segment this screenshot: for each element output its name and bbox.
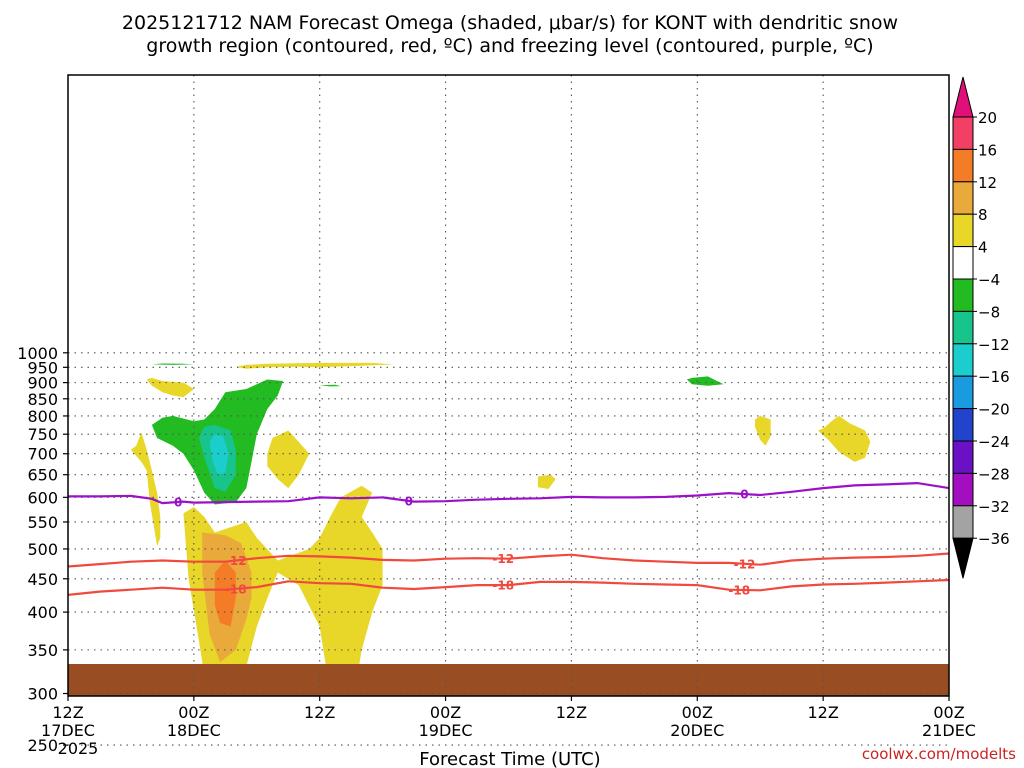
- x-tick-label: 00Z: [933, 703, 964, 722]
- colorbar-swatch: [952, 408, 974, 442]
- x-tick-label: 12Z: [556, 703, 587, 722]
- y-tick-label: 1000: [17, 344, 58, 363]
- y-tick-label: 900: [27, 374, 58, 393]
- y-tick-label: 750: [27, 425, 58, 444]
- colorbar-tick-label: −36: [978, 530, 1010, 548]
- contour-label: 0: [740, 488, 748, 502]
- colorbar-tick-label: 8: [978, 206, 988, 224]
- y-tick-label: 800: [27, 407, 58, 426]
- x-tick-label: 20DEC: [670, 721, 724, 740]
- x-tick-label: 00Z: [682, 703, 713, 722]
- omega-shading: [130, 362, 871, 696]
- temperature-contours: [68, 481, 949, 596]
- credit-text: coolwx.com/modelts: [862, 745, 1016, 763]
- x-axis-label: Forecast Time (UTC): [419, 749, 600, 768]
- contour-label: 0: [405, 494, 413, 508]
- omega-region: [537, 474, 556, 489]
- contour-label: -12: [492, 552, 514, 566]
- colorbar-swatch: [952, 472, 974, 507]
- omega-region: [267, 430, 310, 489]
- x-tick-label: 21DEC: [922, 721, 976, 740]
- chart-title-line-2: growth region (contoured, red, ºC) and f…: [146, 35, 873, 57]
- colorbar-swatch: [952, 310, 974, 345]
- colorbar-tick-label: −8: [978, 303, 1000, 321]
- contour-label: -12: [225, 554, 247, 568]
- colorbar-tick-label: 16: [978, 141, 997, 159]
- y-tick-label: 600: [27, 488, 58, 507]
- omega-region: [209, 434, 229, 475]
- y-tick-label: 250: [27, 736, 58, 755]
- x-tick-label: 17DEC: [41, 721, 95, 740]
- colorbar-tick-label: 12: [978, 174, 997, 192]
- omega-region: [755, 415, 771, 446]
- y-tick-label: 950: [27, 358, 58, 377]
- colorbar-swatch: [952, 181, 974, 215]
- omega-colorbar: 20 16 12 8 4 −4 −8 −12 −16 −20 −24 −28 −32 −36: [952, 76, 1010, 579]
- y-tick-label: 700: [27, 445, 58, 464]
- x-tick-label: 12Z: [52, 703, 83, 722]
- colorbar-tick-label: −32: [978, 498, 1010, 516]
- contour-label: -18: [492, 579, 514, 593]
- omega-region: [319, 384, 341, 387]
- omega-region: [146, 377, 194, 398]
- contour-label: -12: [734, 557, 756, 571]
- colorbar-swatch: [952, 440, 974, 474]
- chart-title-line-1: 2025121712 NAM Forecast Omega (shaded, μ…: [122, 12, 898, 34]
- contour-line: [68, 578, 949, 596]
- omega-region: [817, 415, 871, 462]
- x-tick-label: 12Z: [304, 703, 335, 722]
- omega-region: [214, 560, 236, 627]
- contour-label: -18: [225, 582, 247, 596]
- omega-region: [235, 362, 394, 369]
- colorbar-swatch: [952, 116, 974, 150]
- colorbar-swatch: [952, 505, 974, 539]
- x-tick-label: 00Z: [178, 703, 209, 722]
- y-axis-pressure-ticks: 2503003504004505005506006507007508008509…: [17, 344, 68, 755]
- colorbar-swatch: [952, 213, 974, 248]
- y-tick-label: 350: [27, 641, 58, 660]
- contour-label: -18: [728, 583, 750, 597]
- y-tick-label: 650: [27, 466, 58, 485]
- colorbar-swatch: [952, 278, 974, 312]
- colorbar-swatch: [952, 148, 974, 183]
- y-tick-label: 500: [27, 540, 58, 559]
- y-tick-label: 300: [27, 685, 58, 704]
- contour-labels: -18 -18 -18 -12 -12 -12 0 0 0: [174, 488, 756, 598]
- colorbar-swatch: [952, 246, 974, 280]
- x-tick-label: 19DEC: [419, 721, 473, 740]
- colorbar-tick-label: −20: [978, 401, 1010, 419]
- colorbar-swatch: [952, 375, 974, 410]
- y-tick-label: 850: [27, 390, 58, 409]
- omega-region: [130, 432, 161, 547]
- ground-fill: [68, 664, 949, 696]
- y-tick-label: 550: [27, 513, 58, 532]
- y-tick-label: 450: [27, 570, 58, 589]
- x-tick-label: 12Z: [807, 703, 838, 722]
- omega-region: [686, 376, 724, 386]
- x-tick-label: 18DEC: [167, 721, 221, 740]
- colorbar-tick-label: −12: [978, 336, 1010, 354]
- contour-label: 0: [174, 495, 182, 509]
- colorbar-tick-label: −4: [978, 271, 1000, 289]
- x-tick-label: 2025: [58, 739, 99, 758]
- colorbar-top-arrow: [952, 76, 974, 118]
- colorbar-tick-label: 4: [978, 239, 988, 257]
- colorbar-tick-label: −24: [978, 433, 1010, 451]
- colorbar-tick-label: 20: [978, 109, 997, 127]
- omega-region: [151, 363, 194, 365]
- y-tick-label: 400: [27, 603, 58, 622]
- plot-frame: [67, 74, 950, 697]
- colorbar-tick-label: −16: [978, 368, 1010, 386]
- colorbar-swatch: [952, 343, 974, 377]
- contour-line: [68, 481, 949, 505]
- colorbar-bottom-arrow: [952, 537, 974, 579]
- x-tick-label: 00Z: [430, 703, 461, 722]
- colorbar-tick-label: −28: [978, 465, 1010, 483]
- contour-line: [68, 552, 949, 568]
